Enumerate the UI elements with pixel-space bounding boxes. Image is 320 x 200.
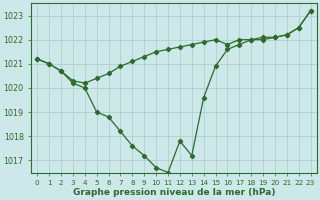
- X-axis label: Graphe pression niveau de la mer (hPa): Graphe pression niveau de la mer (hPa): [73, 188, 275, 197]
